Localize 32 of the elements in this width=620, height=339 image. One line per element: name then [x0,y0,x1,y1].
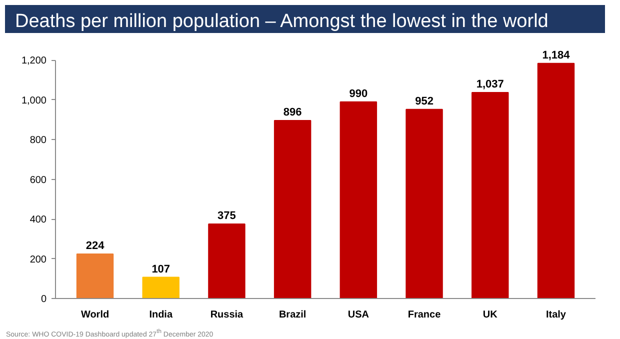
y-tick-label: 800 [30,135,47,146]
data-label: 1,037 [476,78,504,91]
x-tick-label: Brazil [278,310,306,320]
y-tick-label: 1,000 [21,95,47,106]
x-tick-label: World [80,310,110,320]
chart-title: Deaths per million population – Amongst the lowest in the world [15,10,548,34]
bar [208,224,246,298]
bar [274,120,312,298]
x-tick-label: India [149,310,173,320]
data-label: 896 [283,106,302,119]
data-label: 107 [152,263,170,276]
y-tick-label: 200 [30,254,47,266]
bar [142,276,180,298]
bar [76,254,114,298]
bar [340,101,378,298]
bar [472,92,509,298]
data-label: 952 [415,95,434,108]
y-tick-label: 1,200 [21,56,47,67]
data-label: 224 [86,240,106,252]
data-label: 375 [218,210,236,222]
y-tick-label: 0 [40,294,47,305]
data-label: 990 [349,88,368,100]
y-tick-label: 400 [30,214,47,226]
x-tick-label: USA [348,310,369,320]
data-label: 1,184 [542,49,571,62]
x-tick-label: Russia [210,310,244,320]
bar [537,62,575,298]
x-tick-label: France [408,310,442,320]
bar [406,108,443,298]
y-tick-label: 600 [30,174,47,186]
x-tick-label: Italy [546,310,566,320]
x-tick-label: UK [482,310,498,320]
